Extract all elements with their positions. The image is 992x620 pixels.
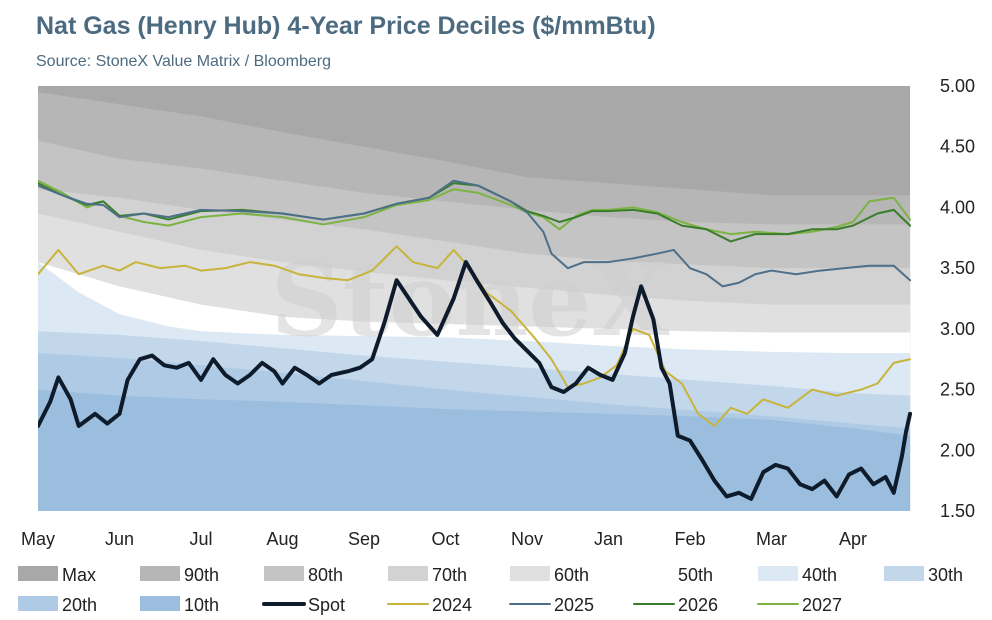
legend-label: Spot [308,595,345,615]
legend-label: 40th [802,565,837,585]
legend-label: 20th [62,595,97,615]
legend-item-2024: 2024 [387,595,472,615]
decile-bands [38,86,911,511]
series-line-2024 [38,245,912,427]
legend-swatch [884,566,924,581]
y-tick-label: 5.00 [940,76,975,96]
legend-swatch [264,566,304,581]
legend-item-70th: 70th [388,565,467,585]
legend-item-80th: 80th [264,565,343,585]
legend-swatch [388,566,428,581]
legend-label: 80th [308,565,343,585]
series-line-2026 [38,182,912,243]
x-tick-label: Jan [594,529,623,549]
band-10th [38,389,911,511]
legend-swatch [140,566,180,581]
legend-label: 50th [678,565,713,585]
legend-swatch [140,596,180,611]
y-tick-label: 2.00 [940,440,975,460]
legend-label: Max [62,565,96,585]
legend-swatch [634,566,674,581]
chart-title: Nat Gas (Henry Hub) 4-Year Price Deciles… [36,12,656,40]
y-axis: 5.00 4.50 4.00 3.50 3.00 2.50 2.00 1.50 [940,76,975,521]
x-tick-label: Apr [839,529,867,549]
y-tick-label: 4.00 [940,197,975,217]
y-tick-label: 3.00 [940,319,975,339]
legend-label: 2026 [678,595,718,615]
legend-item-2025: 2025 [509,595,594,615]
x-tick-label: Sep [348,529,380,549]
legend-label: 90th [184,565,219,585]
legend-item-20th: 20th [18,595,97,615]
legend-label: 30th [928,565,963,585]
price-lines [38,179,913,501]
y-tick-label: 3.50 [940,258,975,278]
chart-subtitle: Source: StoneX Value Matrix / Bloomberg [36,53,331,70]
legend-swatch [510,566,550,581]
legend-label: 60th [554,565,589,585]
legend-item-30th: 30th [884,565,963,585]
x-axis: May Jun Jul Aug Sep Oct Nov Jan Feb Mar Apr [21,529,867,549]
legend-item-50th: 50th [634,565,713,585]
x-tick-label: Jul [189,529,212,549]
legend-item-max: Max [18,565,96,585]
watermark-text: StoneX [270,241,669,359]
x-tick-label: Oct [431,529,459,549]
x-tick-label: Aug [266,529,298,549]
series-line-2025 [38,179,912,288]
y-tick-label: 1.50 [940,501,975,521]
legend-label: 2025 [554,595,594,615]
legend-item-2027: 2027 [757,595,842,615]
legend-item-2026: 2026 [633,595,718,615]
legend-item-spot: Spot [262,595,345,615]
legend-swatch [18,566,58,581]
x-tick-label: May [21,529,55,549]
x-tick-label: Mar [756,529,787,549]
y-tick-label: 2.50 [940,380,975,400]
legend-swatch [18,596,58,611]
legend-label: 70th [432,565,467,585]
x-tick-label: Nov [511,529,543,549]
series-line-spot [38,260,913,501]
x-tick-label: Jun [105,529,134,549]
legend-item-90th: 90th [140,565,219,585]
x-tick-label: Feb [674,529,705,549]
legend-item-10th: 10th [140,595,219,615]
legend-item-60th: 60th [510,565,589,585]
legend-label: 2024 [432,595,472,615]
legend: Max 90th 80th 70th 60th 50th 40th 30th 20th 10th S… [18,565,963,615]
legend-swatch [758,566,798,581]
legend-label: 10th [184,595,219,615]
legend-label: 2027 [802,595,842,615]
legend-item-40th: 40th [758,565,837,585]
y-tick-label: 4.50 [940,137,975,157]
